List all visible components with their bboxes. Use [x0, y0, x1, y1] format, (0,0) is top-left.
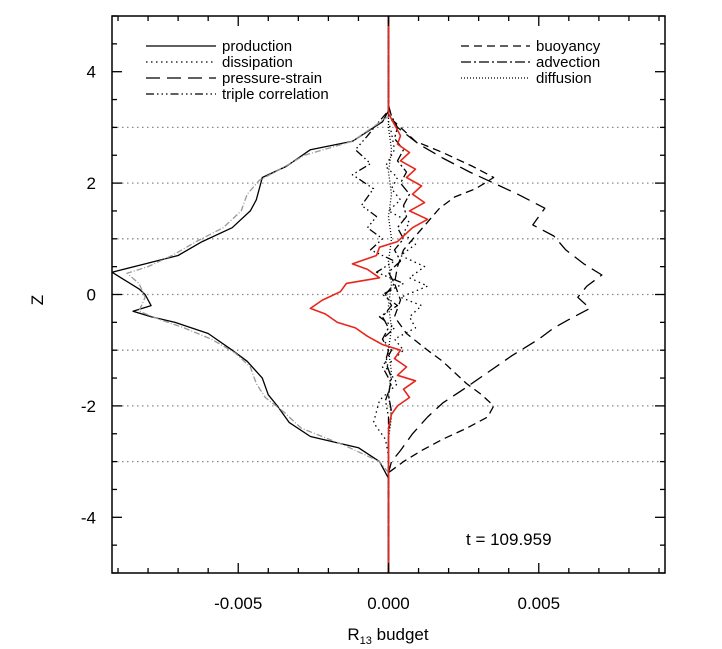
x-axis-label-main: R [347, 625, 359, 644]
x-axis-label: R13 budget [347, 625, 429, 647]
legend-label-production: production [222, 38, 292, 55]
series-production [111, 16, 390, 573]
legend-label-triple-correlation: triple correlation [222, 86, 329, 103]
x-tick-label: 0.005 [517, 594, 560, 613]
grid-lines [112, 126, 665, 463]
series-buoyancy [387, 16, 495, 573]
y-tick-label: 0 [87, 286, 96, 305]
series-unlabeled-8 [309, 16, 429, 573]
time-annotation: t = 109.959 [466, 530, 552, 549]
x-axis-label-rest: budget [372, 625, 429, 644]
x-tick-label: -0.005 [214, 594, 262, 613]
series-advection [381, 16, 411, 573]
series-lines [111, 16, 603, 573]
series-pressure-strain [387, 16, 603, 573]
legend-label-buoyancy: buoyancy [536, 38, 601, 55]
legend-label-diffusion: diffusion [536, 70, 592, 87]
y-tick-label: 2 [87, 174, 96, 193]
legend: productiondissipationpressure-straintrip… [146, 38, 601, 103]
x-axis-label-subscript: 13 [360, 635, 372, 647]
y-tick-label: 4 [87, 63, 96, 82]
y-axis-label: Z [28, 295, 47, 305]
legend-label-pressure-strain: pressure-strain [222, 70, 322, 87]
x-tick-label: 0.000 [367, 594, 410, 613]
y-tick-label: -2 [81, 397, 96, 416]
legend-label-dissipation: dissipation [222, 54, 293, 71]
legend-label-advection: advection [536, 54, 600, 71]
series-unlabeled-7 [126, 115, 390, 474]
series-dissipation [372, 16, 429, 573]
y-tick-label: -4 [81, 508, 96, 527]
axis-ticks: -4 -2 0 2 4 -0.005 0.000 0.005 [81, 15, 665, 613]
